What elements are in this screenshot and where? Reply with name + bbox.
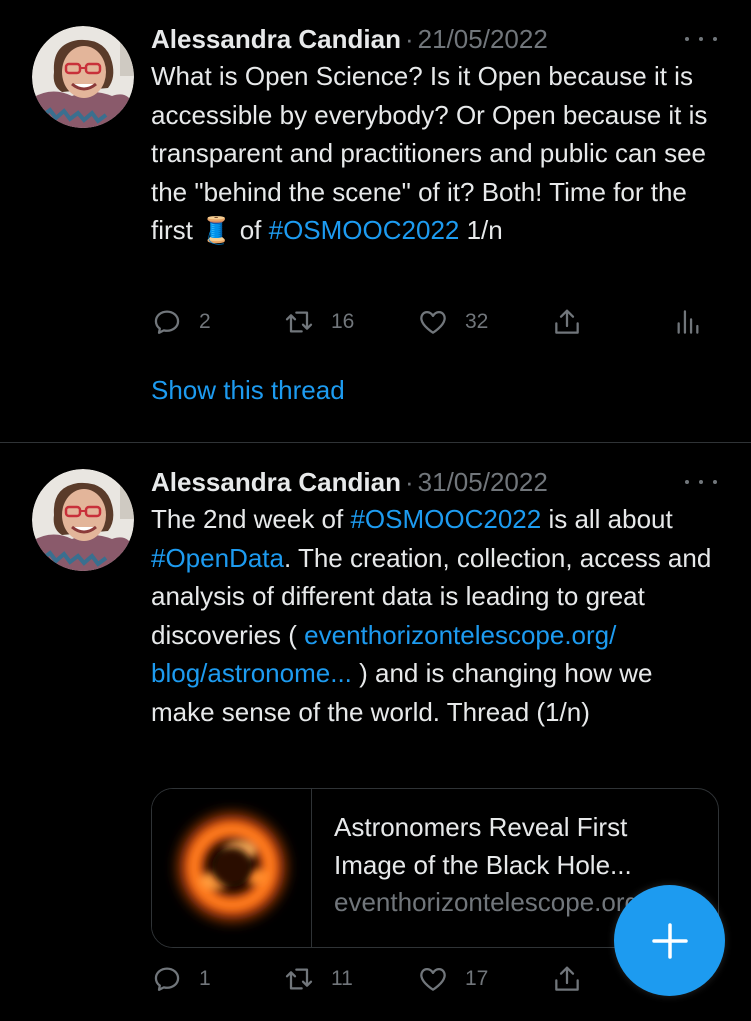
tweet-body: Alessandra Candian · 21/05/2022 What is … — [151, 21, 717, 250]
like-count: 17 — [465, 967, 489, 990]
header-separator: · — [404, 23, 414, 54]
card-domain: eventhorizontelescope.org — [334, 887, 639, 917]
compose-tweet-button[interactable] — [614, 885, 725, 996]
retweet-count: 16 — [331, 310, 355, 333]
avatar-image — [32, 26, 134, 128]
analytics-button[interactable] — [672, 302, 704, 342]
black-hole-image — [152, 789, 311, 947]
retweet-icon — [285, 311, 313, 333]
text-segment: 1/n — [459, 215, 503, 246]
tweet-date[interactable]: 21/05/2022 — [417, 23, 548, 54]
analytics-icon — [677, 310, 699, 334]
like-count: 32 — [465, 310, 489, 333]
tweet-header: Alessandra Candian · 21/05/2022 — [151, 21, 717, 57]
avatar[interactable] — [32, 469, 134, 571]
reply-count: 1 — [199, 967, 211, 990]
hashtag-link[interactable]: #OSMOOC2022 — [350, 504, 542, 534]
text-segment: . The creation, collection, access and a… — [151, 542, 712, 650]
text-segment: The 2nd week of — [151, 504, 351, 534]
card-thumbnail — [152, 789, 312, 947]
hashtag-link[interactable]: #OSMOOC2022 — [268, 215, 460, 246]
text-segment: is all about — [541, 504, 673, 534]
text-segment: What is Open Science? Is it Open because… — [151, 61, 708, 246]
text-segment: of — [232, 215, 269, 246]
text-segment: ) and is changing how we make sense of t… — [151, 658, 653, 727]
tweet-text: What is Open Science? Is it Open because… — [151, 57, 717, 250]
like-button[interactable]: 32 — [417, 302, 488, 342]
reply-button[interactable]: 2 — [151, 302, 211, 342]
author-name[interactable]: Alessandra Candian — [151, 23, 401, 54]
tweet-actions: 2 16 32 — [0, 302, 751, 342]
reply-icon — [154, 310, 180, 334]
reply-count: 2 — [199, 310, 211, 333]
author-name[interactable]: Alessandra Candian — [151, 466, 401, 497]
more-options-icon[interactable] — [685, 472, 717, 492]
avatar-image — [32, 469, 134, 571]
more-options-icon[interactable] — [685, 29, 717, 49]
avatar[interactable] — [32, 26, 134, 128]
tweet[interactable]: Alessandra Candian · 31/05/2022 The 2nd … — [0, 443, 751, 1021]
like-button[interactable]: 17 — [417, 959, 488, 999]
share-icon — [555, 309, 579, 334]
tweet[interactable]: Alessandra Candian · 21/05/2022 What is … — [0, 0, 751, 443]
retweet-icon — [285, 968, 313, 990]
reply-button[interactable]: 1 — [151, 959, 211, 999]
tweet-actions: 1 11 17 — [0, 959, 751, 999]
card-title: Astronomers Reveal First Image of the Bl… — [334, 812, 632, 880]
heart-icon — [420, 968, 446, 991]
tweet-date[interactable]: 31/05/2022 — [417, 466, 548, 497]
hashtag-link[interactable]: #OpenData — [151, 542, 284, 573]
share-button[interactable] — [551, 302, 583, 342]
link-card[interactable]: Astronomers Reveal First Image of the Bl… — [151, 788, 719, 948]
header-separator: · — [404, 466, 414, 497]
retweet-button[interactable]: 11 — [283, 959, 353, 999]
thread-emoji: 🧵 — [200, 215, 233, 246]
url-link[interactable]: eventhorizontelescope.org/ blog/astronom… — [151, 619, 617, 689]
share-icon — [555, 966, 579, 991]
show-thread-link[interactable]: Show this thread — [151, 375, 345, 405]
plus-icon — [651, 922, 688, 959]
heart-icon — [420, 311, 446, 334]
tweet-body: Alessandra Candian · 31/05/2022 The 2nd … — [151, 464, 719, 948]
retweet-count: 11 — [331, 967, 353, 990]
tweet-header: Alessandra Candian · 31/05/2022 — [151, 464, 717, 500]
reply-icon — [154, 967, 180, 991]
retweet-button[interactable]: 16 — [283, 302, 354, 342]
tweet-text: The 2nd week of #OSMOOC2022 is all about… — [151, 500, 717, 732]
share-button[interactable] — [551, 959, 583, 999]
